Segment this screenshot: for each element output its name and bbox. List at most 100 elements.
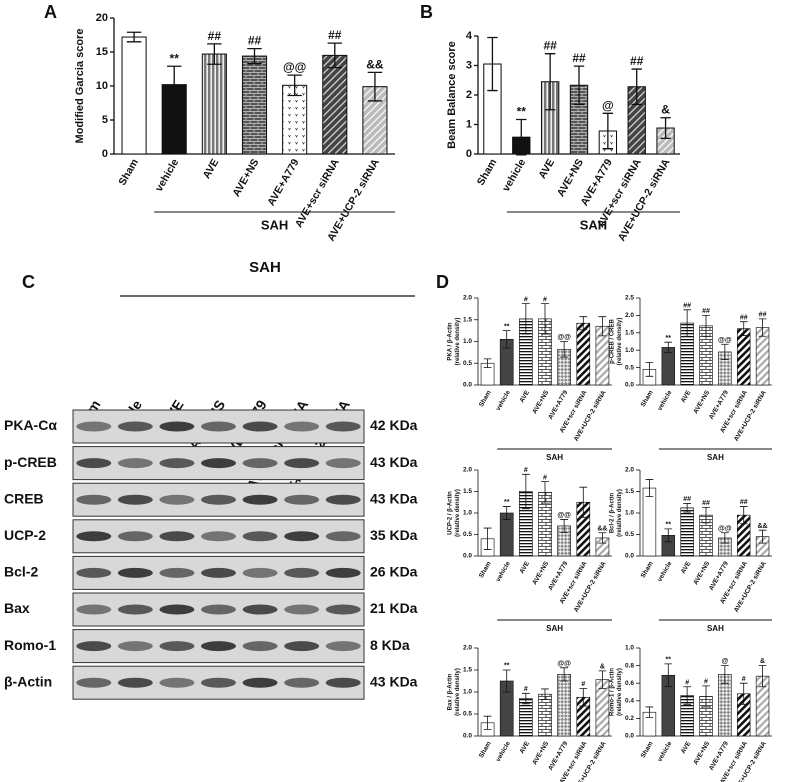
- chart: 0.0 0.5 1.0 1.5 2.0 PKA / β-Actin (relative de…: [448, 295, 612, 462]
- group-label: SAH: [546, 453, 563, 462]
- x-tick-label: AVE+NS: [692, 740, 711, 766]
- bar: [121, 36, 147, 155]
- x-tick-label: AVE: [680, 560, 693, 575]
- significance-label: @@: [557, 660, 571, 667]
- error-bar: [126, 31, 142, 43]
- error-bar: [664, 663, 673, 688]
- blot-band: [201, 458, 236, 469]
- blot-band: [325, 421, 361, 432]
- y-tick-label: 0.0: [463, 382, 472, 389]
- significance-label: #: [742, 676, 746, 683]
- protein-label: Bax: [4, 600, 30, 616]
- blot-band: [284, 458, 320, 469]
- x-tick-label: vehicle: [495, 560, 512, 583]
- y-tick-label: 1.5: [625, 488, 634, 495]
- significance-label: #: [685, 679, 689, 686]
- blot-band: [325, 604, 361, 615]
- bar: [642, 487, 657, 557]
- y-tick-label: 2.0: [463, 645, 472, 652]
- significance-label: &: [760, 658, 765, 665]
- y-axis-label: p-CREB / CREB: [610, 319, 616, 364]
- y-tick-label: 1.5: [463, 667, 472, 674]
- x-tick-label: AVE+NS: [555, 157, 586, 199]
- significance-label: #: [543, 296, 547, 303]
- y-tick-label: 0.0: [625, 382, 634, 389]
- group-label: SAH: [546, 624, 563, 633]
- y-tick-label: 2.5: [625, 295, 634, 302]
- significance-label: ##: [702, 308, 710, 315]
- x-tick-label: Sham: [475, 157, 500, 188]
- group-label: SAH: [261, 217, 288, 232]
- error-bar: [602, 112, 614, 150]
- error-bar: [683, 309, 691, 337]
- error-bar: [560, 667, 569, 682]
- error-bar: [721, 532, 729, 544]
- chart: 0.0 0.5 1.0 1.5 2.0 Bax / β-Actin (relative de…: [448, 645, 612, 782]
- blot-band: [284, 531, 320, 542]
- blot-band: [159, 531, 195, 542]
- y-tick-label: 1.0: [463, 510, 472, 517]
- y-axis-label: UCP-2 / β-Actin: [448, 491, 454, 535]
- blot-band: [284, 421, 320, 432]
- y-tick-label: 0.5: [463, 360, 472, 367]
- significance-label: #: [543, 474, 547, 481]
- x-tick-label: AVE: [680, 389, 693, 404]
- y-tick-label: 1.0: [463, 338, 472, 345]
- y-tick-label: 15: [96, 46, 108, 58]
- y-tick-label: 0.5: [463, 531, 472, 538]
- blot-band: [117, 567, 153, 578]
- blot-band: [76, 494, 112, 505]
- blot-band: [76, 458, 112, 469]
- error-bar: [598, 532, 607, 544]
- significance-label: @@: [718, 525, 732, 532]
- y-tick-label: 2: [466, 89, 472, 101]
- y-axis-label: (relative density): [617, 489, 623, 537]
- significance-label: ##: [248, 34, 262, 48]
- blot-band: [325, 494, 361, 505]
- error-bar: [541, 688, 549, 700]
- error-bar: [702, 315, 710, 337]
- blot-band: [76, 531, 112, 542]
- x-tick-label: AVE+UCP-2 siRNA: [616, 157, 673, 244]
- significance-label: @@: [557, 334, 571, 341]
- protein-label: p-CREB: [4, 454, 57, 470]
- y-tick-label: 0.5: [625, 364, 634, 371]
- x-tick-label: Sham: [478, 740, 493, 759]
- blot-band: [242, 531, 278, 542]
- blot-band: [242, 604, 278, 615]
- error-bar: [631, 68, 642, 106]
- blot-band: [201, 677, 236, 688]
- blot-band: [159, 567, 195, 578]
- x-tick-label: AVE+scr siRNA: [293, 157, 342, 230]
- significance-label: ##: [759, 312, 767, 319]
- blot-band: [76, 421, 112, 432]
- y-axis-label: (relative density): [455, 318, 461, 366]
- y-tick-label: 1.0: [463, 689, 472, 696]
- x-tick-label: Sham: [640, 740, 655, 759]
- significance-label: **: [504, 663, 510, 670]
- blot-band: [76, 677, 112, 688]
- error-bar: [660, 117, 671, 140]
- y-axis-label: (relative density): [617, 318, 623, 366]
- chart: 0 1 2 3 4 Beam Balance score Sham ** vehicle ## AV…: [446, 30, 680, 243]
- x-tick-label: vehicle: [495, 740, 512, 763]
- y-tick-label: 2.0: [625, 312, 634, 319]
- x-tick-label: vehicle: [656, 389, 673, 412]
- blot-band: [159, 494, 195, 505]
- significance-label: **: [666, 656, 672, 663]
- error-bar: [247, 47, 262, 65]
- significance-label: **: [170, 51, 180, 65]
- error-bar: [521, 692, 530, 705]
- significance-label: **: [517, 104, 527, 118]
- significance-label: ##: [740, 499, 748, 506]
- y-tick-label: 1.0: [625, 645, 634, 652]
- protein-label: CREB: [4, 490, 44, 506]
- significance-label: ##: [683, 302, 691, 309]
- x-tick-label: AVE+NS: [531, 389, 550, 415]
- y-axis-label: Bcl-2 / β-Actin: [610, 493, 616, 534]
- blot-band: [117, 494, 153, 505]
- error-bar: [521, 303, 530, 335]
- y-tick-label: 1.5: [463, 316, 472, 323]
- x-tick-label: AVE: [536, 157, 557, 181]
